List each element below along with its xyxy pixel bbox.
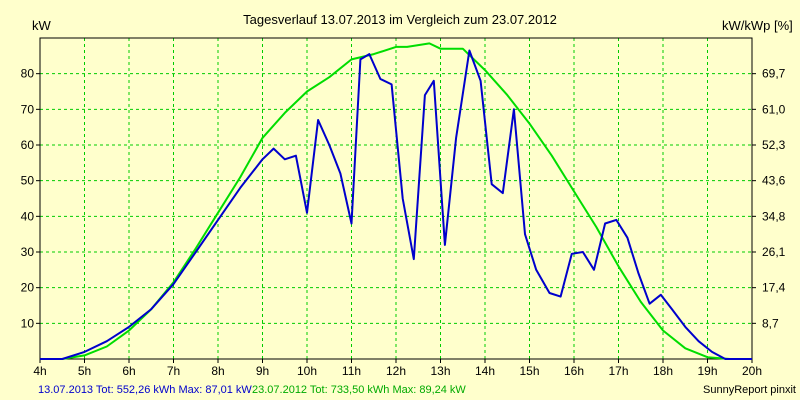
footer-2012-summary: 23.07.2012 Tot: 733,50 kWh Max: 89,24 kW (252, 384, 466, 396)
y-tick-label-right: 8,7 (762, 316, 779, 330)
y-tick-label-right: 69,7 (762, 67, 786, 81)
x-tick-label: 17h (608, 364, 628, 378)
x-tick-label: 12h (386, 364, 406, 378)
x-tick-label: 7h (167, 364, 180, 378)
x-tick-label: 11h (342, 364, 361, 378)
y-tick-label-right: 34,8 (762, 209, 786, 223)
y-tick-label-left: 60 (21, 138, 35, 152)
x-tick-label: 5h (78, 364, 91, 378)
footer-credit: SunnyReport pinxit (703, 384, 796, 396)
y-tick-label-left: 20 (21, 281, 35, 295)
x-tick-label: 14h (475, 364, 495, 378)
y-tick-label-left: 50 (21, 174, 35, 188)
y-axis-right-label: kW/kWp [%] (722, 18, 793, 33)
x-tick-label: 9h (256, 364, 269, 378)
x-tick-label: 19h (697, 364, 717, 378)
x-tick-label: 13h (430, 364, 450, 378)
x-tick-label: 20h (742, 364, 762, 378)
y-tick-label-left: 10 (21, 316, 35, 330)
y-tick-label-right: 43,6 (762, 174, 786, 188)
x-tick-label: 4h (33, 364, 46, 378)
y-tick-label-right: 61,0 (762, 102, 786, 116)
x-tick-label: 18h (653, 364, 673, 378)
y-axis-left-label: kW (32, 18, 52, 33)
series-line-2013 (40, 49, 752, 360)
x-tick-label: 15h (519, 364, 539, 378)
x-tick-label: 8h (211, 364, 224, 378)
x-tick-label: 16h (564, 364, 584, 378)
y-tick-label-right: 26,1 (762, 245, 786, 259)
y-tick-label-left: 40 (21, 209, 35, 223)
y-tick-label-left: 70 (21, 102, 35, 116)
y-tick-label-right: 17,4 (762, 281, 786, 295)
x-tick-label: 10h (297, 364, 317, 378)
chart-title: Tagesverlauf 13.07.2013 im Vergleich zum… (243, 12, 557, 27)
series-layer (40, 42, 752, 360)
footer-2013-summary: 13.07.2013 Tot: 552,26 kWh Max: 87,01 kW (38, 384, 252, 396)
y-tick-label-right: 52,3 (762, 138, 786, 152)
text-layer: Tagesverlauf 13.07.2013 im Vergleich zum… (21, 12, 796, 396)
grid-layer (40, 38, 752, 359)
x-tick-label: 6h (122, 364, 135, 378)
y-tick-label-left: 80 (21, 67, 35, 81)
axis-layer (36, 37, 756, 363)
y-tick-label-left: 30 (21, 245, 35, 259)
